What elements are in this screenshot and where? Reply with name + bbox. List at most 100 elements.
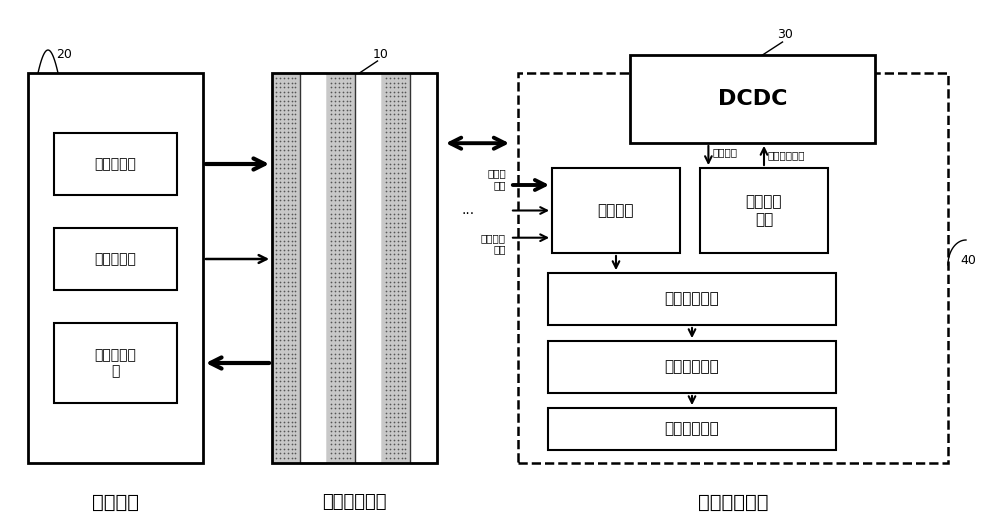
Point	[342, 123, 358, 132]
Point	[342, 413, 358, 422]
Point	[335, 391, 351, 399]
Point	[323, 169, 339, 177]
Point	[272, 413, 288, 422]
Point	[382, 309, 398, 318]
Point	[331, 155, 347, 164]
Point	[386, 237, 402, 245]
Point	[327, 332, 343, 340]
Point	[331, 296, 347, 304]
Point	[284, 413, 300, 422]
Point	[280, 83, 296, 91]
Point	[342, 454, 358, 462]
Point	[397, 110, 413, 119]
Point	[382, 223, 398, 232]
Point	[272, 137, 288, 145]
Point	[382, 83, 398, 91]
Point	[378, 436, 394, 444]
Point	[378, 133, 394, 141]
Point	[284, 400, 300, 408]
Point	[397, 264, 413, 272]
Point	[284, 218, 300, 227]
Point	[323, 218, 339, 227]
Point	[272, 146, 288, 154]
Point	[280, 97, 296, 105]
Point	[382, 427, 398, 435]
Point	[276, 296, 292, 304]
Point	[287, 391, 303, 399]
Point	[272, 454, 288, 462]
Point	[276, 287, 292, 295]
Point	[342, 341, 358, 349]
Point	[272, 273, 288, 281]
Point	[342, 169, 358, 177]
Point	[276, 368, 292, 376]
Point	[390, 377, 406, 385]
Text: 10: 10	[372, 48, 388, 61]
Point	[378, 78, 394, 87]
Point	[287, 137, 303, 145]
Point	[272, 440, 288, 449]
Point	[327, 404, 343, 413]
Point	[276, 400, 292, 408]
Point	[339, 413, 355, 422]
Point	[394, 354, 410, 363]
Point	[342, 372, 358, 381]
Point	[287, 359, 303, 367]
Point	[287, 309, 303, 318]
Point	[284, 151, 300, 159]
Point	[331, 327, 347, 335]
Point	[272, 155, 288, 164]
Point	[268, 205, 284, 213]
Text: 30: 30	[778, 28, 793, 41]
Point	[331, 205, 347, 213]
Point	[394, 201, 410, 209]
Point	[331, 359, 347, 367]
Point	[386, 377, 402, 385]
Point	[323, 241, 339, 249]
Point	[342, 101, 358, 109]
Point	[386, 391, 402, 399]
Point	[284, 354, 300, 363]
Point	[397, 169, 413, 177]
Point	[280, 119, 296, 128]
Point	[284, 87, 300, 96]
Point	[276, 332, 292, 340]
Point	[276, 78, 292, 87]
Point	[386, 400, 402, 408]
Point	[287, 232, 303, 240]
Point	[276, 250, 292, 259]
Point	[394, 372, 410, 381]
Bar	[548, 273, 836, 325]
Point	[335, 119, 351, 128]
Point	[378, 264, 394, 272]
Point	[268, 83, 284, 91]
Text: 氢气子系统: 氢气子系统	[95, 157, 136, 171]
Point	[386, 218, 402, 227]
Point	[394, 291, 410, 299]
Point	[327, 386, 343, 394]
Point	[397, 273, 413, 281]
Point	[390, 259, 406, 268]
Point	[268, 106, 284, 114]
Point	[382, 205, 398, 213]
Point	[339, 123, 355, 132]
Point	[382, 169, 398, 177]
Point	[386, 431, 402, 439]
Point	[394, 304, 410, 313]
Point	[327, 178, 343, 186]
Point	[280, 359, 296, 367]
Point	[394, 255, 410, 263]
Point	[339, 214, 355, 223]
Point	[342, 427, 358, 435]
Point	[268, 313, 284, 322]
Point	[378, 304, 394, 313]
Point	[342, 395, 358, 403]
Point	[339, 341, 355, 349]
Point	[394, 205, 410, 213]
Point	[284, 391, 300, 399]
Point	[280, 123, 296, 132]
Point	[327, 223, 343, 232]
Point	[276, 196, 292, 204]
Point	[394, 327, 410, 335]
Point	[378, 431, 394, 439]
